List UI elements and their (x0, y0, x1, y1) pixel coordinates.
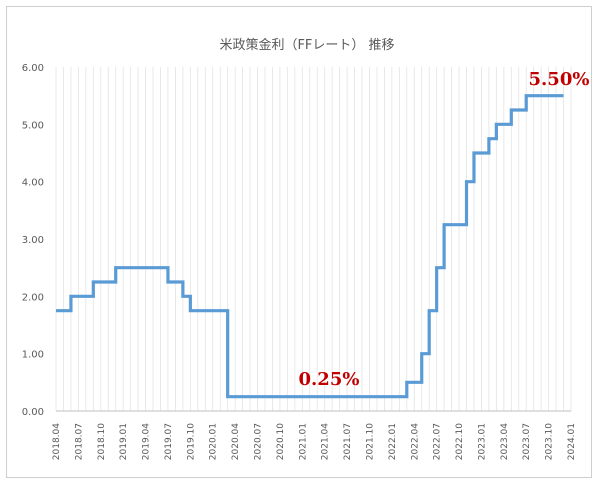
x-tick-label: 2021.10 (365, 423, 375, 460)
x-tick-label: 2019.04 (142, 423, 152, 460)
x-tick-label: 2023.01 (477, 423, 487, 460)
fed-rate-step-line (56, 94, 564, 399)
x-tick-label: 2022.01 (388, 423, 398, 460)
x-tick-label: 2019.01 (119, 423, 129, 460)
x-tick-label: 2022.04 (410, 423, 420, 460)
annotation-5-50-percent: 5.50% (529, 69, 590, 90)
x-tick-label: 2021.07 (343, 423, 353, 460)
y-tick-label: 2.00 (22, 292, 44, 303)
x-tick-label: 2018.07 (74, 423, 84, 460)
x-tick-label: 2021.01 (298, 423, 308, 460)
y-tick-label: 3.00 (22, 235, 44, 246)
x-tick-label: 2020.04 (231, 423, 241, 460)
y-tick-label: 5.00 (22, 120, 44, 131)
y-tick-label: 0.00 (22, 407, 44, 418)
y-tick-label: 4.00 (22, 178, 44, 189)
x-tick-label: 2020.01 (209, 423, 219, 460)
grid-layer (55, 67, 572, 411)
x-tick-label: 2018.04 (52, 423, 62, 460)
x-tick-label: 2019.07 (164, 423, 174, 460)
fed-funds-rate-chart: 米政策金利（FFレート） 推移 0.00 1.00 2.00 3.00 4.00 5.00… (22, 37, 590, 460)
y-tick-label: 1.00 (22, 350, 44, 361)
y-tick-label: 6.00 (22, 63, 44, 74)
x-tick-label: 2021.04 (321, 423, 331, 460)
chart-frame: 米政策金利（FFレート） 推移 0.00 1.00 2.00 3.00 4.00 5.00… (6, 6, 592, 478)
x-tick-label: 2019.10 (186, 423, 196, 460)
chart-title: 米政策金利（FFレート） 推移 (219, 37, 394, 53)
x-tick-label: 2023.07 (522, 423, 532, 460)
annotation-0-25-percent: 0.25% (299, 369, 360, 390)
x-tick-label: 2022.07 (433, 423, 443, 460)
x-tick-label: 2024.01 (567, 423, 577, 460)
x-tick-label: 2023.04 (500, 423, 510, 460)
series-layer (55, 94, 564, 399)
x-tick-label: 2018.10 (97, 423, 107, 460)
x-tick-label: 2023.10 (545, 423, 555, 460)
axis-layer: 0.00 1.00 2.00 3.00 4.00 5.00 6.00 2018.04 2018.… (22, 63, 577, 460)
x-tick-label: 2022.10 (455, 423, 465, 460)
x-tick-label: 2020.10 (276, 423, 286, 460)
x-tick-label: 2020.07 (254, 423, 264, 460)
